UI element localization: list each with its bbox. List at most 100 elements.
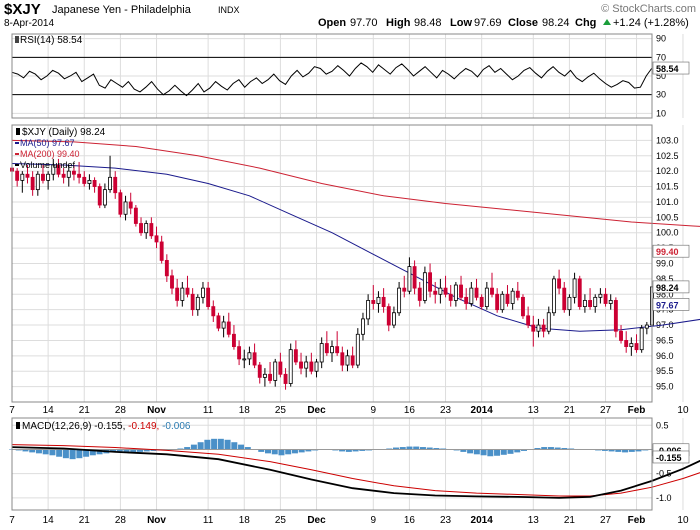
candle (278, 352, 283, 378)
candle-body (562, 287, 567, 311)
candle (386, 303, 391, 332)
candle-body (490, 287, 494, 295)
candle (87, 174, 92, 190)
macd-histogram-bar (635, 449, 642, 452)
macd-histogram-bar (22, 449, 29, 452)
macd-histogram-bar (197, 442, 204, 450)
candle (159, 235, 164, 264)
candle-body (175, 287, 180, 301)
candle (355, 328, 360, 369)
candle (20, 171, 25, 193)
candle (262, 368, 267, 387)
price-tick-label: 99.0 (656, 259, 674, 269)
candle (490, 272, 494, 298)
price-x-label: 23 (440, 405, 452, 416)
candle (402, 275, 407, 298)
price-x-label: 9 (371, 405, 377, 416)
candle-body (613, 300, 618, 332)
candle-body (391, 312, 396, 326)
price-x-label: 28 (115, 405, 127, 416)
candle-body (87, 179, 92, 184)
candle-body (299, 361, 303, 369)
macd-histogram-bar (561, 448, 568, 450)
candle (221, 315, 226, 338)
macd-histogram-bar (184, 447, 191, 450)
candle (56, 158, 61, 178)
candle (474, 278, 479, 301)
macd-x-label: 16 (404, 515, 416, 526)
candle (541, 318, 546, 338)
price-panel: 103.0102.5102.0101.5101.0100.5100.099.59… (9, 124, 700, 416)
candle-body (495, 293, 500, 311)
candle-body (41, 173, 45, 181)
legend-ma200: MA(200) 99.40 (20, 149, 80, 159)
candle (61, 168, 66, 184)
candle (510, 288, 515, 310)
candle (407, 257, 412, 295)
macd-histogram-bar (359, 449, 366, 451)
macd-legend-part: -0.006 (162, 421, 191, 432)
price-tick-label: 96.5 (656, 335, 674, 345)
macd-legend-part: -0.149, (128, 421, 162, 432)
price-tag-ma200-box (652, 244, 690, 258)
candle (577, 275, 582, 310)
candle (366, 294, 371, 326)
candle (428, 263, 433, 298)
candle (25, 165, 30, 184)
macd-histogram-bar (419, 447, 426, 450)
candle-body (293, 349, 298, 363)
legend-vol: Volume undef (20, 160, 76, 170)
candle-body (25, 173, 30, 178)
macd-tick-label: -0.5 (656, 469, 672, 479)
candle (309, 352, 314, 375)
price-tick-label: 103.0 (656, 135, 679, 145)
macd-histogram-bar (399, 447, 406, 450)
candle-body (216, 315, 221, 329)
candle (128, 192, 133, 215)
price-x-label: Dec (307, 405, 326, 416)
candle-body (546, 312, 551, 332)
candle-body (92, 179, 97, 187)
candle (92, 177, 97, 193)
candle-body (35, 173, 40, 191)
candle (164, 254, 169, 282)
macd-histogram-bar (473, 449, 480, 455)
macd-histogram-bar (217, 438, 224, 450)
macd-histogram-bar (211, 438, 218, 450)
candle-body (572, 278, 577, 298)
macd-histogram-bar (406, 446, 413, 450)
macd-histogram-bar (413, 446, 420, 450)
chart-date: 8-Apr-2014 (4, 18, 54, 29)
candle-body (195, 296, 200, 311)
candle-body (407, 266, 412, 292)
candle (71, 165, 76, 181)
candle (371, 285, 376, 310)
candle (231, 325, 236, 350)
candle-body (273, 361, 278, 381)
macd-histogram-bar (393, 447, 399, 450)
macd-x-label: Dec (307, 515, 326, 526)
candle-body (51, 164, 56, 175)
candle (226, 312, 231, 338)
price-tick-label: 95.0 (656, 382, 674, 392)
price-x-label: 21 (564, 405, 576, 416)
candle (201, 281, 205, 304)
candle-body (20, 173, 25, 181)
macd-histogram-bar (547, 447, 554, 450)
candle-body (361, 318, 365, 335)
candle (422, 266, 427, 304)
macd-histogram-bar (500, 449, 507, 455)
candle (469, 281, 474, 307)
candle (624, 331, 629, 353)
candle (314, 358, 319, 378)
macd-x-label: 25 (275, 515, 287, 526)
price-x-label: 21 (79, 405, 91, 416)
candle (139, 217, 143, 236)
candle-body (593, 296, 598, 307)
price-tick-label: 98.0 (656, 289, 674, 299)
macd-x-label: 28 (115, 515, 127, 526)
macd-histogram-bar (628, 449, 635, 452)
candle (582, 294, 587, 313)
price-legend-swatch (16, 128, 20, 135)
price-x-label: 7 (9, 405, 15, 416)
